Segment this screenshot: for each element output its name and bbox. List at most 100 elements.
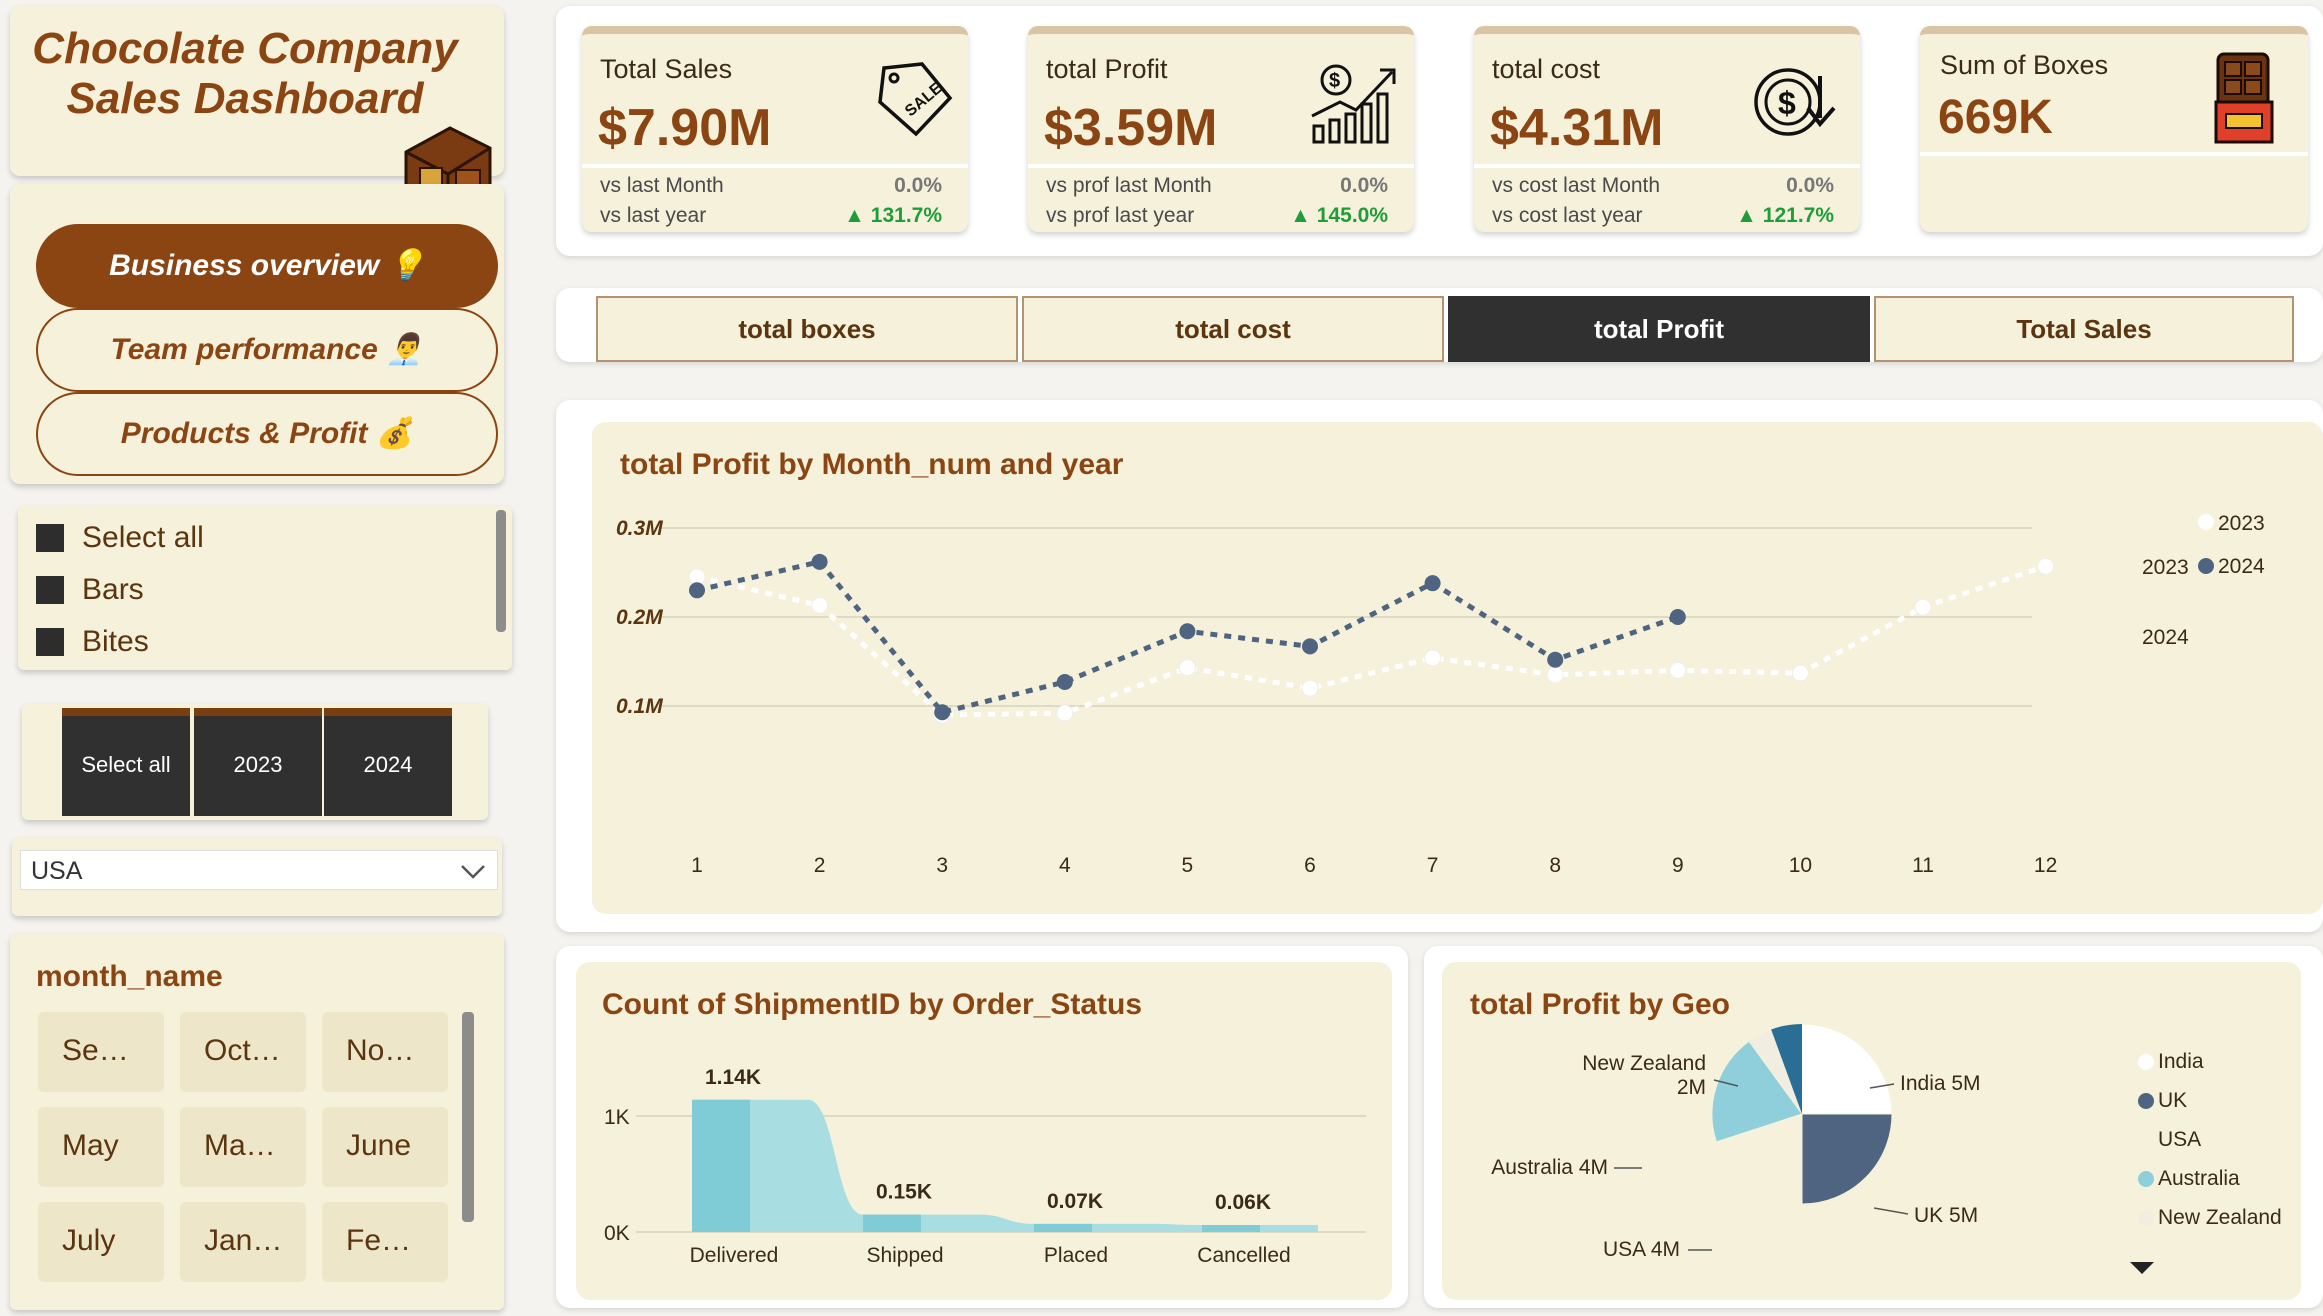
series-line-2023 — [696, 563, 2047, 718]
legend-label: USA — [2158, 1128, 2201, 1151]
nav-team-performance[interactable]: Team performance 👨‍💼 — [36, 308, 498, 392]
cost-decline-icon: $ — [1754, 68, 1836, 136]
kpi-compare-label: vs cost last Month — [1492, 174, 1661, 197]
data-point-2023 — [2037, 557, 2055, 575]
leader-line — [1873, 1207, 1909, 1215]
bar-delivered — [692, 1099, 750, 1232]
legend-marker-2023 — [2198, 514, 2214, 530]
year-select-all[interactable]: Select all — [62, 708, 190, 816]
month-button[interactable]: No… — [322, 1012, 448, 1092]
x-tick-label: Cancelled — [1197, 1244, 1290, 1267]
month-button[interactable]: June — [322, 1107, 448, 1187]
tab-total-sales[interactable]: Total Sales — [1874, 296, 2294, 362]
data-point-2024 — [1547, 651, 1564, 668]
ribbon-area — [692, 1099, 1318, 1232]
kpi-label: Total Sales — [600, 54, 733, 84]
y-tick-label: 1K — [604, 1106, 630, 1129]
legend-marker — [2138, 1132, 2154, 1148]
person-icon: 👨‍💼 — [386, 333, 424, 366]
x-tick-label: 4 — [1059, 854, 1071, 877]
shipment-chart-title: Count of ShipmentID by Order_Status — [602, 988, 1143, 1021]
data-point-2023 — [1178, 659, 1196, 677]
data-point-2024 — [1424, 575, 1441, 592]
month-button[interactable]: Se… — [38, 1012, 164, 1092]
series-end-label-2023: 2023 — [2142, 556, 2189, 579]
geo-chart-title: total Profit by Geo — [1470, 988, 1731, 1021]
slice-label: USA 4M — [1603, 1238, 1680, 1261]
legend-label: UK — [2158, 1089, 2187, 1112]
slicer-scrollbar[interactable] — [496, 510, 506, 632]
month-scrollbar[interactable] — [462, 1012, 474, 1222]
y-tick-label: 0.2M — [616, 606, 663, 629]
tab-total-profit[interactable]: total Profit — [1448, 296, 1870, 362]
kpi-compare-value: 0.0% — [894, 174, 942, 197]
month-button[interactable]: Oct… — [180, 1012, 306, 1092]
shipment-area-chart: 1K 0K 1.14K Delivered 0.15K Shipped 0.07K Place… — [604, 1066, 1366, 1267]
lightbulb-icon: 💡 — [387, 249, 425, 282]
data-point-2023 — [1914, 598, 1932, 616]
month-button[interactable]: Ma… — [180, 1107, 306, 1187]
svg-text:SALE: SALE — [902, 80, 946, 121]
legend-marker-2024 — [2198, 558, 2214, 574]
kpi-compare-value: ▲ 131.7% — [844, 204, 942, 227]
kpi-compare-label: vs prof last Month — [1046, 174, 1212, 197]
x-tick-label: Delivered — [690, 1244, 779, 1267]
data-point-2024 — [689, 582, 705, 599]
nav-business-overview[interactable]: Business overview 💡 — [36, 224, 498, 308]
data-point-2024 — [1669, 609, 1686, 625]
x-tick-label: 9 — [1672, 854, 1684, 877]
title-panel: Chocolate Company Sales Dashboard — [10, 6, 504, 212]
data-point-2024 — [934, 704, 951, 721]
pie-slice-australia — [1711, 1040, 1803, 1143]
country-dropdown[interactable]: USA — [20, 850, 498, 890]
chevron-down-icon — [461, 865, 485, 879]
checkbox-bars[interactable]: Bars — [36, 564, 204, 616]
month-slicer-title: month_name — [36, 960, 223, 993]
year-2023[interactable]: 2023 — [194, 708, 322, 816]
checkbox-bites[interactable]: Bites — [36, 616, 204, 668]
checkbox-label: Bites — [82, 625, 149, 658]
month-button[interactable]: May — [38, 1107, 164, 1187]
year-2024[interactable]: 2024 — [324, 708, 452, 816]
data-point-2023 — [1791, 664, 1809, 682]
kpi-compare-label: vs last Month — [600, 174, 724, 197]
slice-label: 2M — [1677, 1076, 1706, 1099]
kpi-card-total-profit: total Profit $3.59M vs prof last Month 0… — [1028, 26, 1414, 232]
data-point-2023 — [811, 596, 829, 614]
profit-line-chart: 0.1M0.2M0.3M1 2 3 4 5 6 7 8 9 10 11 122023202420232… — [616, 512, 2265, 877]
data-point-2024 — [811, 553, 828, 570]
x-tick-label: 12 — [2034, 854, 2057, 877]
checkbox-icon — [36, 576, 64, 604]
kpi-compare-label: vs cost last year — [1492, 204, 1643, 227]
tab-total-cost[interactable]: total cost — [1022, 296, 1444, 362]
pie-slice-uk — [1801, 1113, 1893, 1205]
month-button[interactable]: Jan… — [180, 1202, 306, 1282]
x-tick-label: 7 — [1427, 854, 1439, 877]
data-point-2024 — [1302, 638, 1318, 655]
nav-products-profit[interactable]: Products & Profit 💰 — [36, 392, 498, 476]
nav-label: Business overview — [109, 249, 380, 282]
kpi-compare-value: 0.0% — [1786, 174, 1834, 197]
x-tick-label: 11 — [1912, 854, 1934, 877]
nav-label: Team performance — [110, 333, 378, 366]
kpi-label: total Profit — [1046, 54, 1168, 84]
checkbox-select-all[interactable]: Select all — [36, 512, 204, 564]
checkbox-label: Select all — [82, 521, 204, 554]
x-tick-label: 3 — [936, 854, 948, 877]
x-tick-label: 10 — [1789, 854, 1812, 877]
kpi-value: $4.31M — [1490, 99, 1664, 157]
month-button[interactable]: Fe… — [322, 1202, 448, 1282]
legend-label: New Zealand — [2158, 1206, 2282, 1229]
slice-label: New Zealand — [1582, 1052, 1706, 1075]
pie-slice-accent — [1771, 1024, 1802, 1114]
slice-label: Australia 4M — [1491, 1156, 1608, 1179]
slice-label: India 5M — [1900, 1072, 1981, 1095]
tab-total-boxes[interactable]: total boxes — [596, 296, 1018, 362]
line-chart-panel: total Profit by Month_num and year — [592, 422, 2323, 914]
kpi-card-total-cost: total cost $4.31M vs cost last Month 0.0… — [1474, 26, 1860, 232]
month-button[interactable]: July — [38, 1202, 164, 1282]
data-point-2024 — [1056, 673, 1073, 690]
kpi-label: total cost — [1492, 54, 1601, 84]
bar-cancelled — [1202, 1225, 1260, 1232]
svg-text:$: $ — [1778, 85, 1796, 121]
